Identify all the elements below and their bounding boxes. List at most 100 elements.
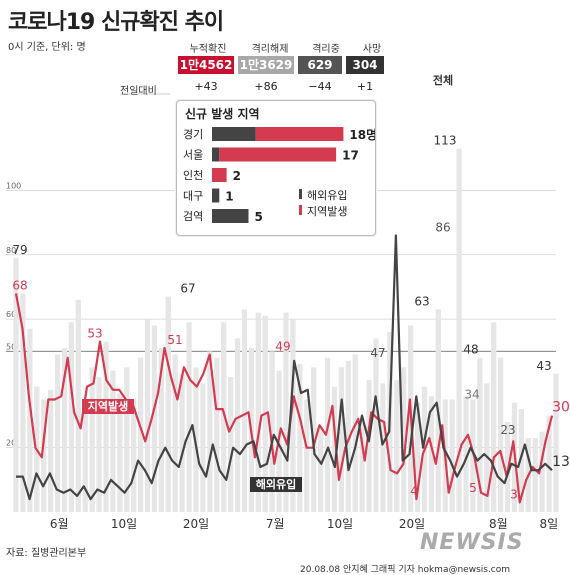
total-bar — [131, 399, 137, 512]
inset-row-label: 서울 — [183, 149, 203, 162]
annotation-label: 3 — [510, 487, 518, 501]
total-bar — [82, 399, 88, 512]
source-note: 자료: 질병관리본부 — [6, 548, 87, 559]
inset-row-value: 1 — [225, 190, 233, 204]
total-bar — [297, 364, 303, 512]
annotation-label: 23 — [500, 423, 515, 437]
x-tick-label: 6월 — [50, 517, 69, 531]
x-tick-label: 8일 — [539, 517, 558, 531]
total-bar — [380, 383, 386, 512]
total-bar — [20, 293, 26, 512]
total-bar — [165, 296, 171, 512]
total-bar — [186, 322, 192, 512]
y-tick-label: 100 — [6, 182, 21, 191]
annotation-label: 34 — [464, 388, 479, 402]
total-bar — [497, 357, 504, 512]
inset-row-value: 17 — [342, 149, 359, 163]
total-bar — [89, 367, 95, 512]
total-bar — [221, 322, 227, 512]
total-bar — [359, 421, 365, 512]
total-bar — [352, 354, 358, 512]
total-bar — [41, 399, 47, 512]
total-bar — [47, 389, 54, 512]
stat-value-cumulative: 1만4562 — [178, 56, 234, 74]
total-bar — [75, 299, 81, 512]
x-tick-label: 10일 — [111, 517, 137, 531]
annotation-label: 5 — [469, 481, 477, 495]
total-bar — [553, 373, 559, 512]
annotation-label: 43 — [536, 359, 551, 373]
total-bar — [304, 399, 310, 512]
series-line-imported — [16, 234, 553, 501]
total-bar — [477, 357, 483, 512]
annotation-label: 47 — [370, 346, 385, 360]
total-bar — [179, 373, 185, 512]
stat-value-isolated: 629 — [298, 56, 342, 74]
total-bar — [54, 354, 61, 512]
inset-title: 신규 발생 지역 — [185, 107, 260, 121]
total-bar — [518, 409, 525, 512]
inset-bar-local — [219, 147, 337, 162]
stat-value-deaths: 304 — [346, 56, 384, 74]
total-bar — [200, 383, 206, 512]
total-bar — [290, 319, 296, 512]
inset-row-label: 인천 — [183, 168, 203, 182]
annotation-label: 30 — [552, 400, 570, 416]
total-bar — [428, 396, 435, 512]
y-tick-label: 80 — [6, 246, 16, 255]
annotation-label: 113 — [434, 134, 457, 148]
annotation-label: 79 — [12, 243, 27, 257]
total-bar — [255, 312, 261, 512]
annotation-label: 13 — [552, 454, 570, 470]
inset-bar-imported — [212, 209, 249, 223]
x-tick-labels: 6월 10일 20일 7월 10일 20일 8월 8일 — [50, 517, 558, 531]
stat-label-deaths: 사망 — [362, 44, 382, 55]
stat-label-released: 격리해제 — [251, 44, 289, 55]
inset-row-value: 5 — [255, 210, 263, 224]
series-label: 지역발생 — [88, 399, 128, 413]
total-bar — [241, 309, 248, 512]
inset-legend-swatch — [299, 189, 302, 199]
total-bar — [27, 328, 33, 512]
total-bar — [13, 258, 19, 512]
total-bar — [491, 322, 497, 512]
x-tick-label: 20일 — [399, 517, 425, 531]
inset-legend-label: 해외유입 — [307, 188, 347, 202]
inset-bar-imported — [212, 188, 220, 203]
total-bar — [151, 325, 158, 512]
total-bar — [449, 399, 455, 512]
delta-label: 전일대비 — [120, 86, 157, 97]
stat-value-released: 1만3629 — [238, 56, 294, 74]
credit-note: 20.08.08 안지혜 그래픽 기자 hokma@newsis.com — [300, 565, 511, 575]
inset-row-value: 2 — [233, 169, 241, 183]
inset-bar-imported — [212, 147, 220, 162]
annotation-label: 49 — [275, 339, 290, 353]
total-bar — [324, 357, 331, 512]
total-bar — [546, 415, 552, 512]
total-bar — [338, 367, 345, 512]
annotation-label: 51 — [167, 333, 182, 347]
inset-bar-local — [255, 127, 344, 141]
total-bar — [234, 338, 241, 512]
total-bar — [456, 148, 462, 512]
total-bar — [269, 351, 275, 512]
total-bar — [96, 376, 102, 512]
total-bar — [532, 438, 538, 512]
annotation-label: 48 — [463, 343, 478, 357]
total-bar — [137, 357, 144, 512]
inset-row-label: 검역 — [183, 210, 203, 223]
total-bar — [172, 354, 178, 512]
region-inset: 신규 발생 지역 경기 18명 서울 17 인천 2 대구 1 검역 5 해외유입 지역발생 — [176, 100, 376, 236]
stat-delta-cumulative: +43 — [194, 80, 218, 93]
total-bar — [484, 383, 490, 512]
chart-title: 코로나19 신규확진 추이 — [8, 10, 224, 35]
total-bar — [61, 348, 68, 512]
inset-row-value: 18명 — [349, 128, 375, 142]
total-bar — [539, 431, 545, 512]
total-bar — [207, 351, 213, 512]
inset-bar-imported — [212, 127, 256, 141]
series-label-bg — [250, 477, 302, 492]
